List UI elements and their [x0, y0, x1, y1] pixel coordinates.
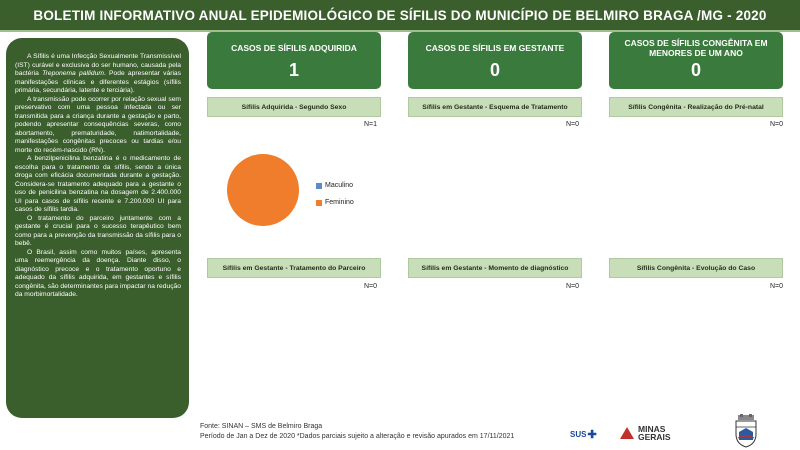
municipal-crest-icon [735, 414, 757, 448]
legend-item: Maculino [316, 177, 354, 194]
sex-pie-chart [227, 154, 299, 226]
panel-label-congenita-evolucao: Sífilis Congênita - Evolução do Caso [609, 258, 783, 278]
logos-area: SUS ✚ MINAS GERAIS [570, 414, 790, 448]
n-count: N=0 [364, 283, 378, 290]
panel-label-gestante-esquema: Sífilis em Gestante - Esquema de Tratame… [408, 97, 582, 117]
card-value: 0 [690, 60, 701, 80]
card-sifilis-congenita: CASOS DE SÍFILIS CONGÊNITA EM MENORES DE… [609, 32, 783, 89]
panel-label-congenita-prenatal: Sífilis Congênita - Realização do Pré-na… [609, 97, 783, 117]
card-title: CASOS DE SÍFILIS EM GESTANTE [425, 43, 565, 53]
card-value: 1 [288, 60, 299, 80]
panel-label-adquirida-sexo: Sífilis Adquirida - Segundo Sexo [207, 97, 381, 117]
sidebar-paragraph: A transmissão pode ocorrer por relação s… [15, 95, 181, 154]
footer-source: Fonte: SINAN – SMS de Belmiro Braga Perí… [200, 422, 514, 442]
triangle-icon [620, 427, 634, 439]
sidebar-paragraph: A benzilpenicilina benzatina é o medicam… [15, 155, 181, 213]
sidebar-italic-text: Treponema pallidum [42, 70, 104, 77]
minas-gerais-logo: MINAS GERAIS [620, 425, 671, 441]
card-sifilis-gestante: CASOS DE SÍFILIS EM GESTANTE 0 [408, 32, 582, 89]
pie-slice-feminino [227, 154, 299, 226]
minas-gerais-text: MINAS GERAIS [638, 424, 671, 442]
period-text: Período de Jan a Dez de 2020 *Dados parc… [200, 433, 515, 440]
legend-swatch [316, 199, 322, 206]
sidebar-text: . Pode apresentar várias manifestações c… [15, 70, 181, 94]
cross-icon: ✚ [587, 429, 597, 441]
card-title: CASOS DE SÍFILIS ADQUIRIDA [231, 43, 357, 53]
n-count: N=0 [566, 121, 580, 128]
n-count: N=0 [770, 283, 784, 290]
legend-item: Feminino [316, 194, 354, 211]
title-bar: BOLETIM INFORMATIVO ANUAL EPIDEMIOLÓGICO… [0, 0, 800, 32]
info-sidebar: A Sífilis é uma Infecção Sexualmente Tra… [6, 38, 189, 418]
sidebar-paragraph: A Sífilis é uma Infecção Sexualmente Tra… [15, 53, 181, 96]
sidebar-paragraph: O Brasil, assim como muitos países, apre… [15, 248, 181, 299]
sus-logo: SUS ✚ [570, 428, 597, 441]
card-sifilis-adquirida: CASOS DE SÍFILIS ADQUIRIDA 1 [207, 32, 381, 89]
panel-label-gestante-diagnostico: Sífilis em Gestante - Momento de diagnós… [408, 258, 582, 278]
source-text: Fonte: SINAN – SMS de Belmiro Braga [200, 423, 323, 430]
legend-label: Maculino [325, 182, 354, 189]
n-count: N=1 [364, 121, 378, 128]
sus-logo-text: SUS [570, 430, 587, 439]
card-value: 0 [489, 60, 500, 80]
panel-label-gestante-parceiro: Sífilis em Gestante - Tratamento do Parc… [207, 258, 381, 278]
n-count: N=0 [770, 121, 784, 128]
legend-swatch [316, 182, 322, 189]
sidebar-paragraph: O tratamento do parceiro juntamente com … [15, 214, 181, 248]
sidebar-text: A Sífilis é uma Infecção Sexualmente Tra… [15, 53, 181, 77]
legend-label: Feminino [325, 199, 354, 206]
card-title: CASOS DE SÍFILIS CONGÊNITA EM MENORES DE… [624, 38, 768, 58]
page-title: BOLETIM INFORMATIVO ANUAL EPIDEMIOLÓGICO… [33, 7, 767, 23]
n-count: N=0 [566, 283, 580, 290]
chart-legend: Maculino Feminino [316, 177, 354, 211]
